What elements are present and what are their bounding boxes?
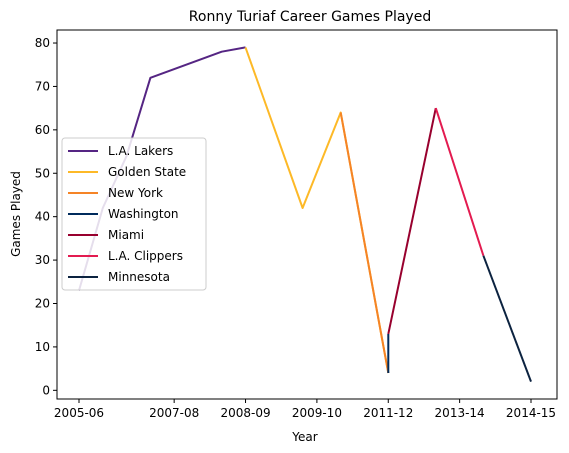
chart-title: Ronny Turiaf Career Games Played	[189, 9, 431, 25]
y-axis-label: Games Played	[9, 171, 23, 257]
y-tick-label: 40	[35, 210, 50, 224]
legend-box	[61, 137, 207, 291]
y-axis: 0 10 20 30 40 50 60 70 80	[35, 36, 57, 397]
x-axis-label: Year	[291, 430, 317, 444]
legend-label: Minnesota	[108, 270, 170, 284]
x-tick-label: 2009-10	[292, 406, 342, 420]
x-axis: 2005-06 2007-08 2008-09 2009-10 2011-12 2013-…	[54, 399, 556, 420]
x-tick-label: 2007-08	[149, 406, 199, 420]
x-tick-label: 2014-15	[506, 406, 556, 420]
y-tick-label: 50	[35, 166, 50, 180]
y-tick-label: 80	[35, 36, 50, 50]
y-tick-label: 0	[42, 383, 50, 397]
y-tick-label: 70	[35, 79, 50, 93]
y-tick-label: 30	[35, 253, 50, 267]
y-tick-label: 60	[35, 123, 50, 137]
series-line-new-york	[339, 112, 390, 374]
series-lines	[78, 46, 532, 382]
legend-label: Washington	[108, 207, 179, 221]
y-tick-label: 10	[35, 340, 50, 354]
x-tick-label: 2008-09	[220, 406, 270, 420]
legend: L.A. Lakers Golden State New York Washingto…	[61, 137, 207, 291]
x-tick-label: 2005-06	[54, 406, 104, 420]
legend-label: New York	[108, 186, 163, 200]
y-tick-label: 20	[35, 296, 50, 310]
legend-label: L.A. Lakers	[108, 144, 173, 158]
series-line-miami	[387, 107, 437, 335]
series-line-l-a-clippers	[434, 107, 485, 257]
x-tick-label: 2013-14	[435, 406, 485, 420]
series-line-minnesota	[482, 255, 532, 382]
legend-label: Miami	[108, 228, 144, 242]
x-tick-label: 2011-12	[363, 406, 413, 420]
legend-label: Golden State	[108, 165, 186, 179]
legend-label: L.A. Clippers	[108, 249, 183, 263]
